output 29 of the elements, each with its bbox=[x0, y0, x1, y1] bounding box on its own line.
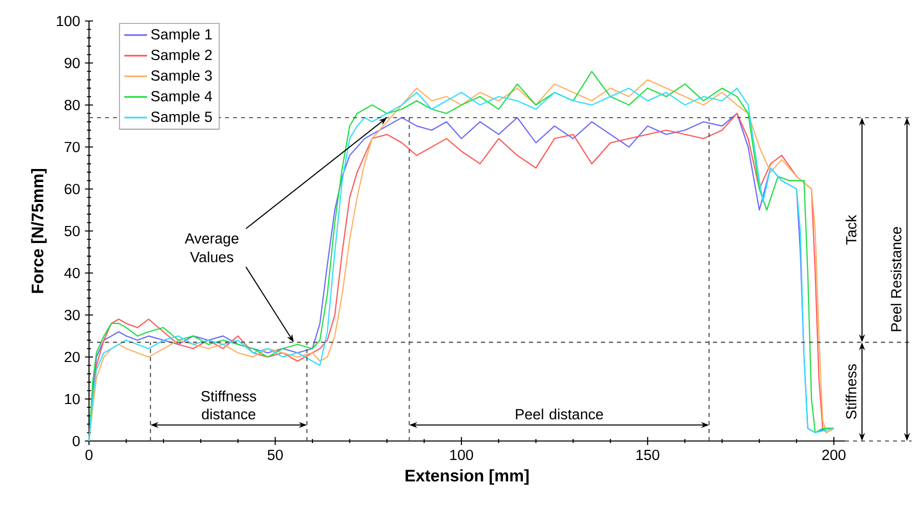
legend-label: Sample 5 bbox=[151, 111, 212, 125]
legend-label: Sample 1 bbox=[151, 28, 212, 42]
annotation: Peel distance bbox=[516, 408, 603, 420]
legend-label: Sample 2 bbox=[151, 49, 212, 63]
text: Tack bbox=[846, 214, 856, 245]
y-tick-label: 60 bbox=[64, 184, 80, 194]
y-tick-label: 70 bbox=[64, 142, 80, 152]
text: Peel Resistance bbox=[890, 226, 902, 332]
text: Stiffness bbox=[846, 364, 856, 419]
y-tick-label: 40 bbox=[64, 268, 80, 278]
annotation: Stiffness distance bbox=[201, 390, 256, 420]
x-tick-label: 200 bbox=[822, 450, 846, 460]
x-tick-label: 50 bbox=[268, 450, 283, 460]
y-tick-label: 80 bbox=[64, 100, 80, 110]
y-tick-label: 0 bbox=[72, 436, 80, 446]
x-tick-label: 150 bbox=[636, 450, 660, 460]
y-tick-label: 100 bbox=[56, 16, 80, 26]
legend-label: Sample 3 bbox=[151, 70, 212, 84]
x-tick-label: 0 bbox=[85, 450, 92, 460]
x-tick-label: 100 bbox=[450, 450, 474, 460]
y-tick-label: 30 bbox=[64, 310, 80, 320]
y-tick-label: 20 bbox=[64, 352, 80, 362]
legend-label: Sample 4 bbox=[151, 90, 212, 104]
y-axis-title: Force [N/75mm] bbox=[31, 168, 47, 293]
y-tick-label: 10 bbox=[65, 394, 80, 404]
y-tick-label: 50 bbox=[64, 226, 80, 236]
x-axis-title: Extension [mm] bbox=[406, 469, 529, 485]
annotation: Average Values bbox=[184, 233, 238, 262]
y-tick-label: 90 bbox=[64, 58, 80, 68]
